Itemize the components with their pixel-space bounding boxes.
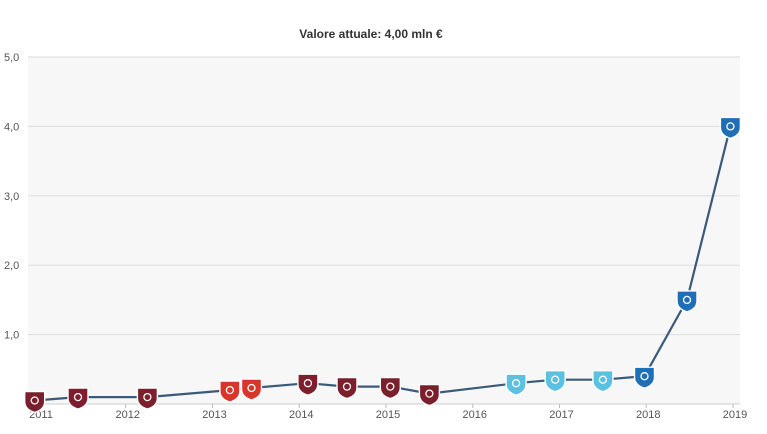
crest-emblem-icon (598, 375, 608, 384)
club-crest-red-gold-icon (219, 380, 241, 403)
club-crest-maroon-icon (136, 387, 159, 410)
chart-title: Valore attuale: 4,00 mln € (299, 27, 443, 41)
crest-emblem-icon (640, 372, 649, 381)
data-point (240, 378, 263, 401)
data-point (633, 366, 656, 389)
y-tick-label: 5,0 (4, 52, 19, 64)
y-tick-label: 2,0 (4, 260, 19, 272)
club-crest-maroon-icon (297, 373, 319, 396)
crest-emblem-icon (73, 392, 83, 402)
data-point (418, 383, 441, 407)
y-tick-label: 4,0 (4, 121, 19, 133)
crest-emblem-icon (386, 382, 395, 391)
y-tick-label: 1,0 (4, 330, 19, 342)
x-tick-label: 2016 (463, 409, 487, 421)
crest-emblem-icon (425, 389, 434, 398)
data-point (67, 387, 89, 410)
crest-emblem-icon (225, 385, 235, 395)
x-tick-label: 2013 (202, 409, 226, 421)
crest-emblem-icon (303, 379, 313, 388)
x-tick-label: 2015 (376, 409, 400, 421)
club-crest-maroon-icon (24, 390, 46, 414)
club-crest-light-blue-icon (544, 370, 566, 393)
plot-background (28, 57, 740, 404)
club-crest-maroon-icon (67, 387, 89, 410)
x-tick-label: 2018 (636, 409, 660, 421)
crest-emblem-icon (342, 382, 352, 391)
club-crest-blue-icon (633, 366, 656, 389)
club-crest-maroon-icon (336, 376, 358, 400)
data-point (592, 370, 614, 393)
crest-emblem-icon (511, 379, 521, 388)
y-tick-label: 3,0 (4, 191, 19, 203)
x-tick-label: 2014 (289, 409, 313, 421)
data-point (24, 390, 46, 414)
data-point (336, 376, 358, 400)
data-point (136, 387, 159, 410)
crest-emblem-icon (551, 375, 560, 384)
data-point (544, 370, 566, 393)
club-crest-blue-icon (719, 116, 742, 140)
x-tick-label: 2012 (116, 409, 140, 421)
club-crest-light-blue-icon (505, 373, 527, 396)
data-point (297, 373, 319, 396)
club-crest-maroon-icon (418, 383, 441, 407)
x-tick-label: 2017 (549, 409, 573, 421)
data-point (676, 290, 698, 313)
data-point (219, 380, 241, 403)
crest-emblem-icon (682, 295, 692, 305)
data-point (505, 373, 527, 396)
club-crest-blue-icon (676, 290, 698, 313)
crest-emblem-icon (247, 383, 256, 393)
crest-emblem-icon (726, 122, 735, 131)
x-tick-label: 2019 (723, 409, 747, 421)
club-crest-red-gold-icon (240, 378, 263, 401)
data-point (379, 376, 401, 400)
crest-emblem-icon (30, 396, 39, 405)
club-crest-maroon-icon (379, 376, 401, 400)
club-crest-light-blue-icon (592, 370, 614, 393)
data-point (719, 116, 742, 140)
crest-emblem-icon (143, 392, 152, 402)
